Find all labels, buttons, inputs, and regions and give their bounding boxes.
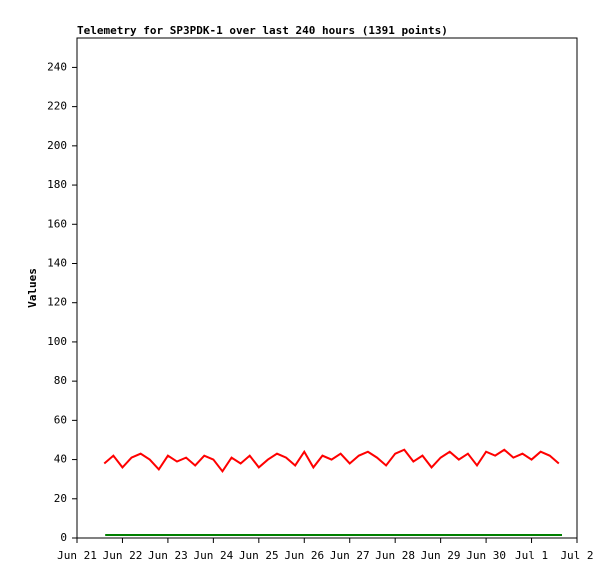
y-tick-label: 0 [60,531,67,544]
y-tick-label: 160 [47,217,67,230]
x-tick-label: Jun 28 [375,549,415,562]
y-tick-label: 240 [47,60,67,73]
x-tick-label: Jul 1 [515,549,548,562]
y-tick-label: 220 [47,100,67,113]
series-line [103,448,560,474]
y-tick-label: 180 [47,178,67,191]
x-tick-label: Jun 22 [103,549,143,562]
y-tick-label: 140 [47,256,67,269]
x-tick-label: Jun 23 [148,549,188,562]
y-tick-label: 40 [54,453,67,466]
x-tick-label: Jun 30 [466,549,506,562]
x-tick-label: Jun 29 [421,549,461,562]
x-tick-label: Jul 2 [560,549,593,562]
y-tick-label: 80 [54,374,67,387]
x-tick-label: Jun 25 [239,549,279,562]
y-tick-label: 20 [54,492,67,505]
y-tick-label: 60 [54,413,67,426]
y-tick-label: 200 [47,139,67,152]
x-tick-label: Jun 27 [330,549,370,562]
x-tick-label: Jun 26 [284,549,324,562]
y-tick-label: 100 [47,335,67,348]
chart-title: Telemetry for SP3PDK-1 over last 240 hou… [77,24,448,37]
plot-frame [76,37,578,539]
x-tick-label: Jun 24 [193,549,233,562]
x-tick-label: Jun 21 [57,549,97,562]
y-tick-label: 120 [47,296,67,309]
y-axis-label: Values [26,268,39,308]
